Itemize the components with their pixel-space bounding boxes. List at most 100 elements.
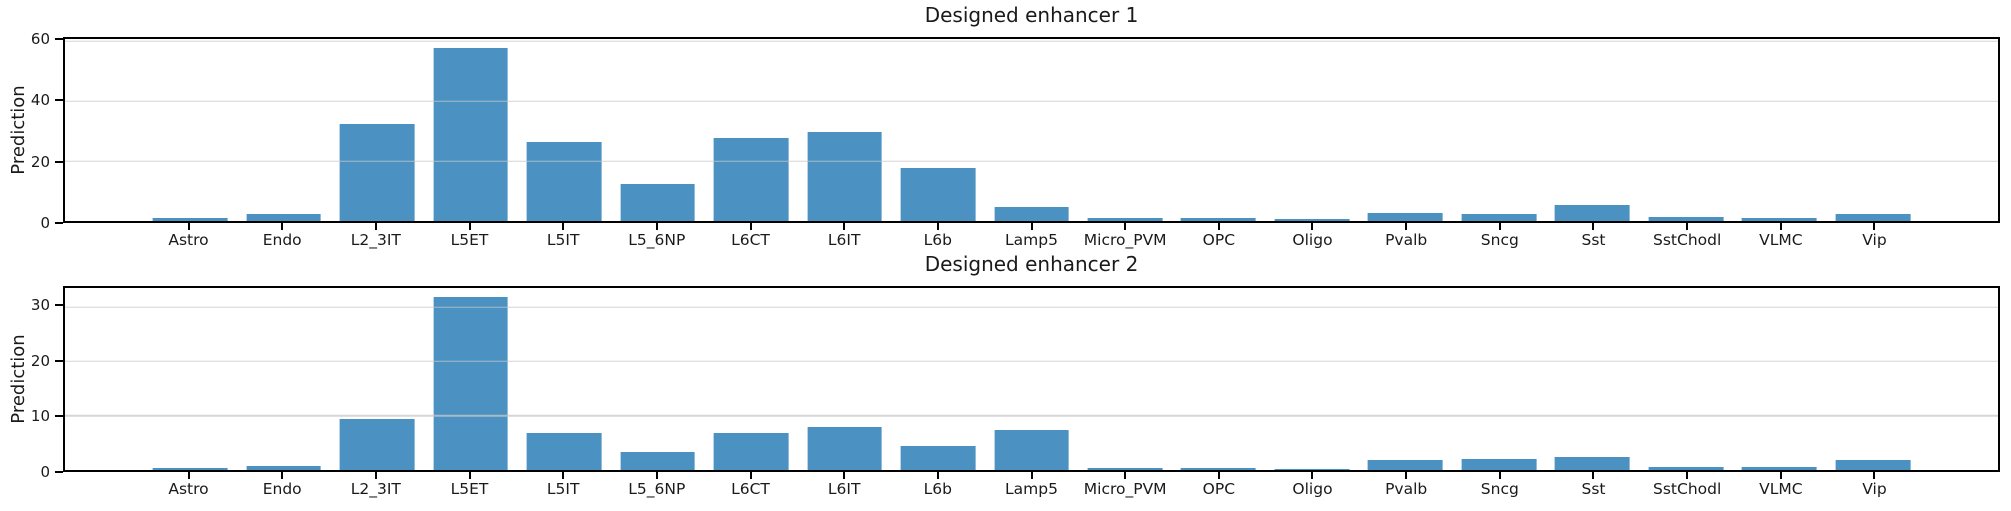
chart-designed-enhancer-2: Designed enhancer 2 Prediction 0 10 20 30 A… (0, 249, 2011, 511)
x-tick-label-Astro: Astro (168, 231, 209, 249)
gridline-30 (65, 306, 1998, 308)
x-tick-label-Sncg: Sncg (1480, 480, 1519, 498)
x-tick-Sst (1592, 472, 1595, 479)
gridline-20 (65, 160, 1998, 162)
x-tick-label-L6IT: L6IT (827, 231, 861, 249)
gridline-10 (65, 414, 1998, 417)
x-tick-Oligo (1311, 472, 1314, 479)
x-tick-Endo (281, 223, 284, 230)
x-tick-label-Endo: Endo (262, 231, 302, 249)
y-tick-label-0: 0 (40, 462, 50, 481)
x-tick-Astro (187, 223, 190, 230)
x-tick-label-Sncg: Sncg (1480, 231, 1519, 249)
x-tick-L2_3IT (374, 472, 377, 479)
bar-SstChodl (1648, 467, 1724, 470)
x-tick-VLMC (1779, 472, 1782, 479)
x-tick-label-L6CT: L6CT (731, 480, 770, 498)
bar-L2_3IT (339, 123, 415, 221)
x-tick-Pvalb (1405, 223, 1408, 230)
x-tick-SstChodl (1686, 472, 1689, 479)
bar-Sst (1554, 204, 1630, 221)
x-tick-label-Endo: Endo (262, 480, 302, 498)
bar-L5ET (433, 47, 509, 221)
bar-L6b (900, 167, 976, 221)
bar-Sncg (1461, 214, 1537, 221)
gridline-40 (65, 100, 1998, 102)
bar-SstChodl (1648, 216, 1724, 221)
y-tick-label-30: 30 (30, 296, 50, 315)
y-tick-label-20: 20 (30, 351, 50, 370)
bar-L5_6NP (620, 451, 695, 470)
x-tick-marks (63, 472, 2000, 479)
x-tick-Sncg (1498, 472, 1501, 479)
x-tick-label-Pvalb: Pvalb (1385, 231, 1428, 249)
x-tick-label-L5_6NP: L5_6NP (628, 231, 686, 249)
x-tick-label-L5_6NP: L5_6NP (628, 480, 686, 498)
x-tick-Vip (1873, 472, 1876, 479)
x-tick-label-L5IT: L5IT (546, 480, 580, 498)
x-tick-marks (63, 223, 2000, 230)
bar-Endo (246, 213, 322, 221)
x-tick-label-L5ET: L5ET (450, 480, 489, 498)
bar-Pvalb (1367, 460, 1443, 470)
bar-L2_3IT (339, 419, 415, 470)
x-tick-label-Oligo: Oligo (1292, 231, 1333, 249)
x-tick-Sncg (1498, 223, 1501, 230)
bar-Lamp5 (994, 430, 1069, 470)
x-tick-label-Lamp5: Lamp5 (1005, 231, 1058, 249)
bar-Micro_PVM (1087, 467, 1163, 470)
x-tick-label-L5IT: L5IT (546, 231, 580, 249)
x-tick-Vip (1873, 223, 1876, 230)
bar-Pvalb (1367, 213, 1443, 221)
x-tick-L6IT (843, 472, 846, 479)
bar-Vip (1835, 459, 1911, 470)
x-tick-L6b (936, 472, 939, 479)
bar-L6CT (713, 138, 789, 221)
y-tick-20 (55, 359, 63, 362)
x-tick-L6CT (749, 223, 752, 230)
x-tick-label-L6b: L6b (923, 480, 952, 498)
x-tick-L2_3IT (374, 223, 377, 230)
bar-Micro_PVM (1087, 218, 1163, 221)
bar-Oligo (1274, 468, 1350, 470)
x-tick-label-Sst: Sst (1581, 480, 1606, 498)
x-tick-OPC (1217, 223, 1220, 230)
y-tick-label-0: 0 (40, 213, 50, 232)
x-tick-label-Lamp5: Lamp5 (1005, 480, 1058, 498)
gridline-60 (65, 40, 1998, 42)
bar-Lamp5 (994, 207, 1069, 221)
x-tick-label-L6b: L6b (923, 231, 952, 249)
x-tick-label-Sst: Sst (1581, 231, 1606, 249)
x-tick-label-OPC: OPC (1202, 480, 1236, 498)
x-tick-L5ET (468, 223, 471, 230)
y-tick-30 (55, 304, 63, 307)
x-tick-VLMC (1779, 223, 1782, 230)
x-tick-L5IT (562, 223, 565, 230)
y-tick-20 (55, 160, 63, 163)
y-tick-10 (55, 415, 63, 418)
gridline-20 (65, 360, 1998, 363)
x-tick-L6CT (749, 472, 752, 479)
y-tick-labels: 0 20 40 60 (0, 31, 50, 230)
bar-VLMC (1741, 467, 1817, 470)
bar-L6IT (807, 426, 882, 470)
chart-title: Designed enhancer 2 (924, 252, 1139, 276)
x-tick-label-VLMC: VLMC (1759, 231, 1803, 249)
bar-Endo (246, 465, 322, 470)
x-tick-label-VLMC: VLMC (1759, 480, 1803, 498)
bar-L5_6NP (620, 184, 695, 221)
bar-Astro (152, 218, 228, 221)
x-tick-L5_6NP (655, 472, 658, 479)
y-tick-labels: 0 10 20 30 (0, 286, 50, 480)
bar-Vip (1835, 214, 1911, 221)
bar-OPC (1181, 218, 1256, 221)
x-tick-labels: Astro Endo L2_3IT L5ET L5IT L5_6NP L6CT L6IT L6b… (63, 231, 2000, 253)
y-tick-marks (55, 286, 63, 473)
x-tick-label-Vip: Vip (1862, 480, 1887, 498)
x-tick-label-Micro_PVM: Micro_PVM (1083, 480, 1167, 498)
chart-title: Designed enhancer 1 (924, 3, 1139, 27)
y-tick-0 (55, 222, 63, 224)
bar-VLMC (1741, 218, 1817, 221)
bar-Sncg (1461, 458, 1537, 470)
